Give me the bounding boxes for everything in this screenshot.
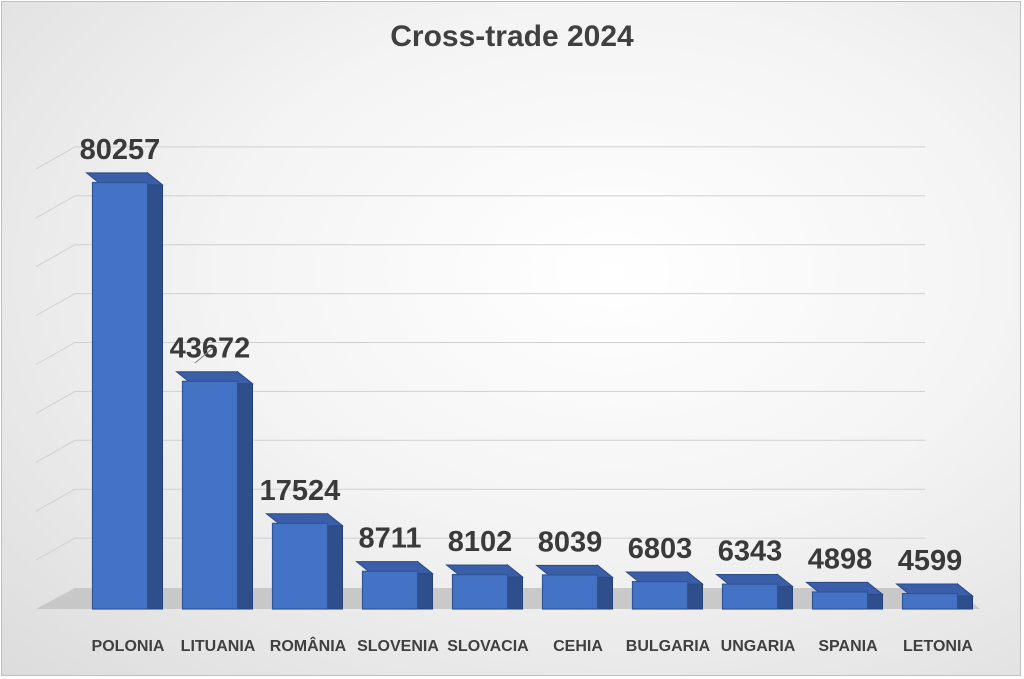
bar-slovenia (355, 560, 434, 610)
category-label: SLOVENIA (357, 638, 439, 655)
data-label: 6343 (718, 536, 783, 568)
bar-front (721, 583, 779, 610)
data-label: 4599 (898, 545, 963, 577)
data-label: 4898 (808, 543, 873, 575)
bar-top (355, 561, 434, 575)
chart-title: Cross-trade 2024 (390, 20, 634, 53)
bar-polonia (85, 171, 164, 610)
gridline-diagonal (35, 195, 76, 219)
bar-top (895, 583, 974, 597)
data-label: 8102 (448, 526, 513, 558)
bar-side (147, 171, 163, 610)
bar-front (451, 573, 509, 610)
category-label: UNGARIA (721, 638, 796, 655)
gridline-diagonal (35, 342, 76, 365)
category-label: POLONIA (92, 638, 165, 655)
bar-slovacia (445, 563, 524, 610)
bar-front (541, 574, 599, 610)
bar-front (811, 591, 869, 610)
bar-front (361, 570, 419, 610)
bar-side (327, 512, 343, 610)
bar-lituania (175, 370, 254, 610)
category-label: CEHIA (553, 638, 603, 655)
category-label: LITUANIA (181, 638, 256, 655)
bar-ungaria (715, 573, 794, 610)
gridline-diagonal (35, 146, 76, 170)
bar-românia (265, 512, 344, 610)
bar-top (445, 564, 524, 578)
gridline-diagonal (35, 488, 76, 512)
gridline-diagonal (35, 293, 76, 317)
data-label: 6803 (628, 533, 693, 565)
category-label: ROMÂNIA (270, 636, 347, 655)
bar-cehia (535, 564, 614, 610)
gridline-diagonal (35, 439, 76, 463)
category-label: SPANIA (818, 638, 878, 655)
data-label: 8711 (359, 523, 422, 555)
gridline-diagonal (35, 390, 76, 414)
leader-line (194, 347, 214, 364)
gridline-diagonal (35, 537, 76, 561)
data-label: 8039 (538, 526, 603, 558)
gridline-diagonal (35, 244, 76, 268)
bar-letonia (895, 582, 974, 610)
category-label: SLOVACIA (447, 638, 529, 655)
bar-front (91, 181, 149, 610)
bar-top (805, 581, 884, 595)
bar-bulgaria (625, 570, 704, 610)
bar-front (181, 380, 239, 610)
category-label: BULGARIA (626, 638, 711, 655)
data-label: 17524 (260, 475, 341, 507)
bar-front (901, 593, 959, 610)
bar-spania (805, 581, 884, 610)
data-label: 80257 (80, 134, 161, 166)
data-label: 43672 (170, 333, 251, 365)
bar-top (265, 513, 344, 527)
bar-front (271, 522, 329, 610)
bar-side (237, 370, 253, 610)
category-label: LETONIA (903, 638, 973, 655)
bar-top (535, 564, 614, 578)
bar-front (631, 581, 689, 610)
